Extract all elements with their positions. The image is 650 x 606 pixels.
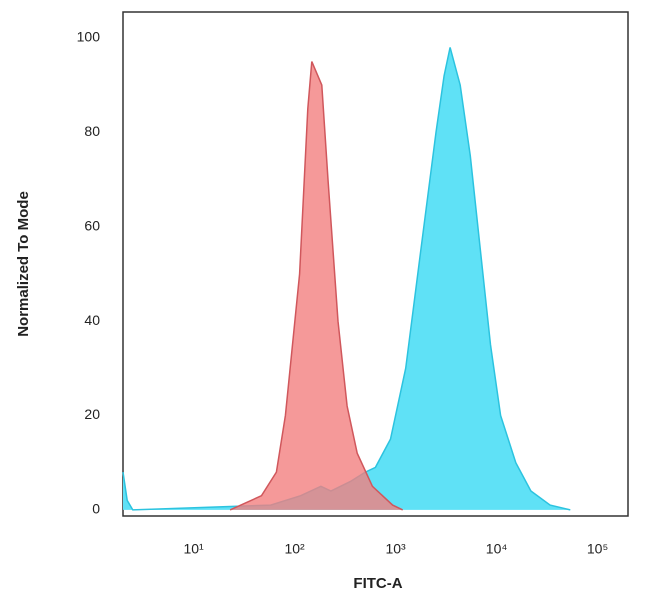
- x-tick-label: 10²: [284, 541, 305, 557]
- x-tick-label: 10³: [385, 541, 406, 557]
- x-axis-label: FITC-A: [353, 575, 402, 592]
- x-tick-label: 10⁵: [587, 541, 608, 557]
- plot-frame: [122, 11, 629, 517]
- area-outline: [229, 61, 404, 511]
- x-tick-label: 10¹: [183, 541, 204, 557]
- y-tick-label: 80: [84, 123, 100, 139]
- y-tick-label: 20: [84, 406, 100, 422]
- x-tick-label: 10⁴: [486, 541, 508, 557]
- y-axis-label: Normalized To Mode: [15, 191, 32, 337]
- y-tick-label: 0: [92, 501, 100, 517]
- y-tick-label: 40: [84, 312, 100, 328]
- y-tick-label: 60: [84, 217, 100, 233]
- area-fill: [123, 47, 571, 510]
- area-fill: [230, 61, 403, 510]
- y-tick-label: 100: [77, 29, 101, 45]
